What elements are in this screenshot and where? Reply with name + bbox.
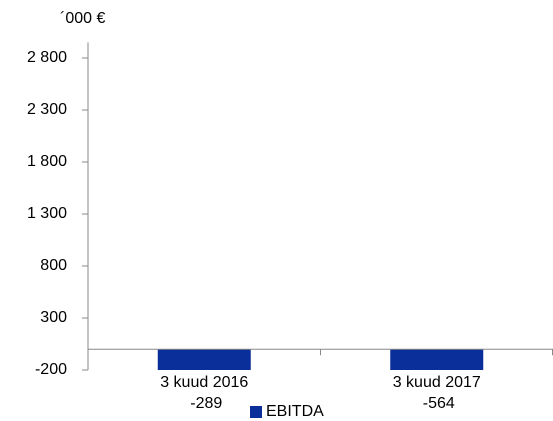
legend-label: EBITDA <box>266 403 324 420</box>
x-tick-label: 3 kuud 2016 <box>160 374 248 391</box>
y-tick-label: 2 300 <box>27 101 67 118</box>
y-axis-label: ´000 € <box>60 10 105 27</box>
y-tick-label: 1 800 <box>27 153 67 170</box>
bar <box>390 349 484 371</box>
bar-group <box>157 349 251 371</box>
y-tick-label: 1 300 <box>27 205 67 222</box>
y-tick-label: -200 <box>35 361 67 378</box>
y-tick-label: 300 <box>40 309 67 326</box>
y-tick-label: 2 800 <box>27 49 67 66</box>
bar <box>157 349 251 371</box>
value-label: -289 <box>190 395 222 412</box>
y-tick-label: 800 <box>40 257 67 274</box>
value-label: -564 <box>423 395 455 412</box>
x-tick-label: 3 kuud 2017 <box>393 374 481 391</box>
legend-swatch <box>250 406 262 418</box>
bar-group <box>390 349 484 371</box>
